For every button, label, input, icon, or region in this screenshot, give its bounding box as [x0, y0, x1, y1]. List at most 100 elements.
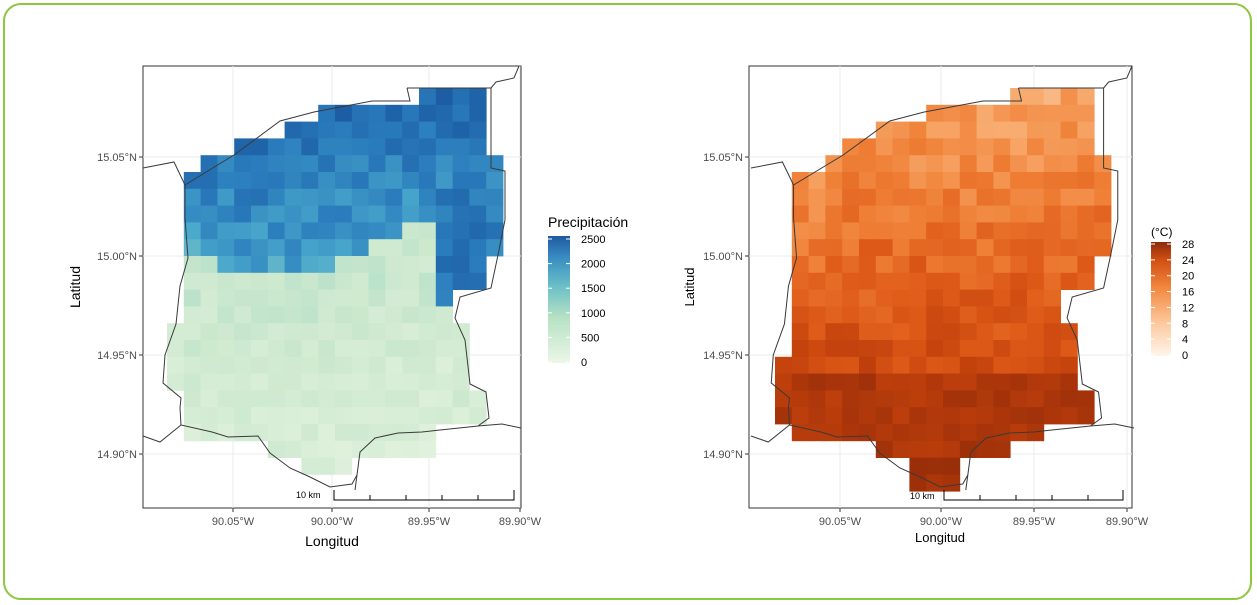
raster-cell	[251, 323, 269, 341]
raster-cell	[943, 121, 961, 139]
raster-cell	[825, 390, 843, 408]
raster-cell	[335, 407, 353, 425]
raster-cell	[251, 289, 269, 307]
raster-cell	[909, 306, 927, 324]
raster-cell	[335, 424, 353, 442]
raster-cell	[267, 340, 285, 358]
raster-cell	[1010, 306, 1028, 324]
raster-cell	[234, 323, 252, 341]
raster-cell	[825, 188, 843, 206]
raster-cell	[1027, 340, 1045, 358]
raster-cell	[909, 440, 927, 458]
raster-cell	[993, 306, 1011, 324]
raster-cell	[825, 256, 843, 274]
raster-cell	[842, 239, 860, 257]
raster-cell	[284, 356, 302, 374]
raster-cell	[1027, 272, 1045, 290]
raster-cell	[368, 188, 386, 206]
raster-cell	[351, 323, 369, 341]
raster-cell	[385, 155, 403, 173]
raster-cell	[976, 104, 994, 122]
raster-cell	[825, 356, 843, 374]
raster-cell	[859, 306, 877, 324]
raster-cell	[808, 188, 826, 206]
raster-cell	[435, 205, 453, 223]
raster-cell	[943, 390, 961, 408]
raster-cell	[909, 340, 927, 358]
raster-cell	[318, 289, 336, 307]
raster-cell	[1043, 356, 1061, 374]
raster-cell	[875, 356, 893, 374]
raster-cell	[1094, 188, 1112, 206]
raster-cell	[351, 239, 369, 257]
raster-cell	[1043, 373, 1061, 391]
raster-cell	[419, 121, 437, 139]
scale-bar-line	[333, 490, 515, 501]
boundary-line	[142, 424, 182, 443]
raster-cell	[1010, 239, 1028, 257]
raster-cell	[875, 340, 893, 358]
raster-cell	[469, 239, 487, 257]
raster-cell	[926, 306, 944, 324]
raster-cell	[486, 205, 504, 223]
raster-cell	[452, 205, 470, 223]
raster-cell	[859, 356, 877, 374]
raster-cell	[808, 256, 826, 274]
raster-cell	[419, 340, 437, 358]
raster-cell	[351, 138, 369, 156]
raster-cell	[859, 407, 877, 425]
raster-cell	[183, 289, 201, 307]
raster-cell	[1077, 239, 1095, 257]
raster-cell	[318, 256, 336, 274]
raster-cell	[909, 424, 927, 442]
raster-cell	[909, 272, 927, 290]
raster-cell	[859, 222, 877, 240]
raster-cell	[993, 289, 1011, 307]
raster-cell	[1027, 373, 1045, 391]
raster-cell	[791, 356, 809, 374]
raster-cell	[267, 222, 285, 240]
raster-cell	[435, 306, 453, 324]
raster-cell	[808, 239, 826, 257]
raster-cell	[251, 340, 269, 358]
raster-cell	[1077, 407, 1095, 425]
raster-cell	[959, 323, 977, 341]
raster-cell	[335, 104, 353, 122]
raster-cell	[335, 306, 353, 324]
raster-cell	[267, 138, 285, 156]
raster-cell	[892, 205, 910, 223]
raster-cell	[791, 239, 809, 257]
raster-cell	[419, 138, 437, 156]
raster-cell	[318, 104, 336, 122]
raster-cell	[1060, 256, 1078, 274]
raster-cell	[1043, 272, 1061, 290]
raster-cell	[909, 407, 927, 425]
raster-cell	[469, 222, 487, 240]
raster-cell	[993, 121, 1011, 139]
raster-cell	[318, 188, 336, 206]
raster-cell	[200, 256, 218, 274]
raster-cell	[1010, 104, 1028, 122]
legend-tick-label: 1500	[581, 283, 605, 295]
raster-cell	[318, 205, 336, 223]
raster-cell	[251, 188, 269, 206]
raster-cell	[351, 390, 369, 408]
raster-cell	[1043, 155, 1061, 173]
raster-cell	[435, 407, 453, 425]
axis-ticks: 90.05°W 90.00°W 89.95°W 89.90°W 15.05°N 15.00…	[97, 152, 542, 528]
raster-cell	[875, 390, 893, 408]
raster-cell	[943, 104, 961, 122]
raster-cell	[1027, 256, 1045, 274]
raster-cell	[1027, 222, 1045, 240]
raster-cell	[385, 104, 403, 122]
raster-cell	[943, 407, 961, 425]
raster-cell	[976, 356, 994, 374]
raster-cell	[267, 272, 285, 290]
raster-cell	[959, 306, 977, 324]
raster-cell	[335, 172, 353, 190]
raster-cell	[1060, 155, 1078, 173]
x-axis-label: Longitud	[915, 530, 965, 545]
raster-cell	[167, 340, 185, 358]
raster-cell	[301, 205, 319, 223]
